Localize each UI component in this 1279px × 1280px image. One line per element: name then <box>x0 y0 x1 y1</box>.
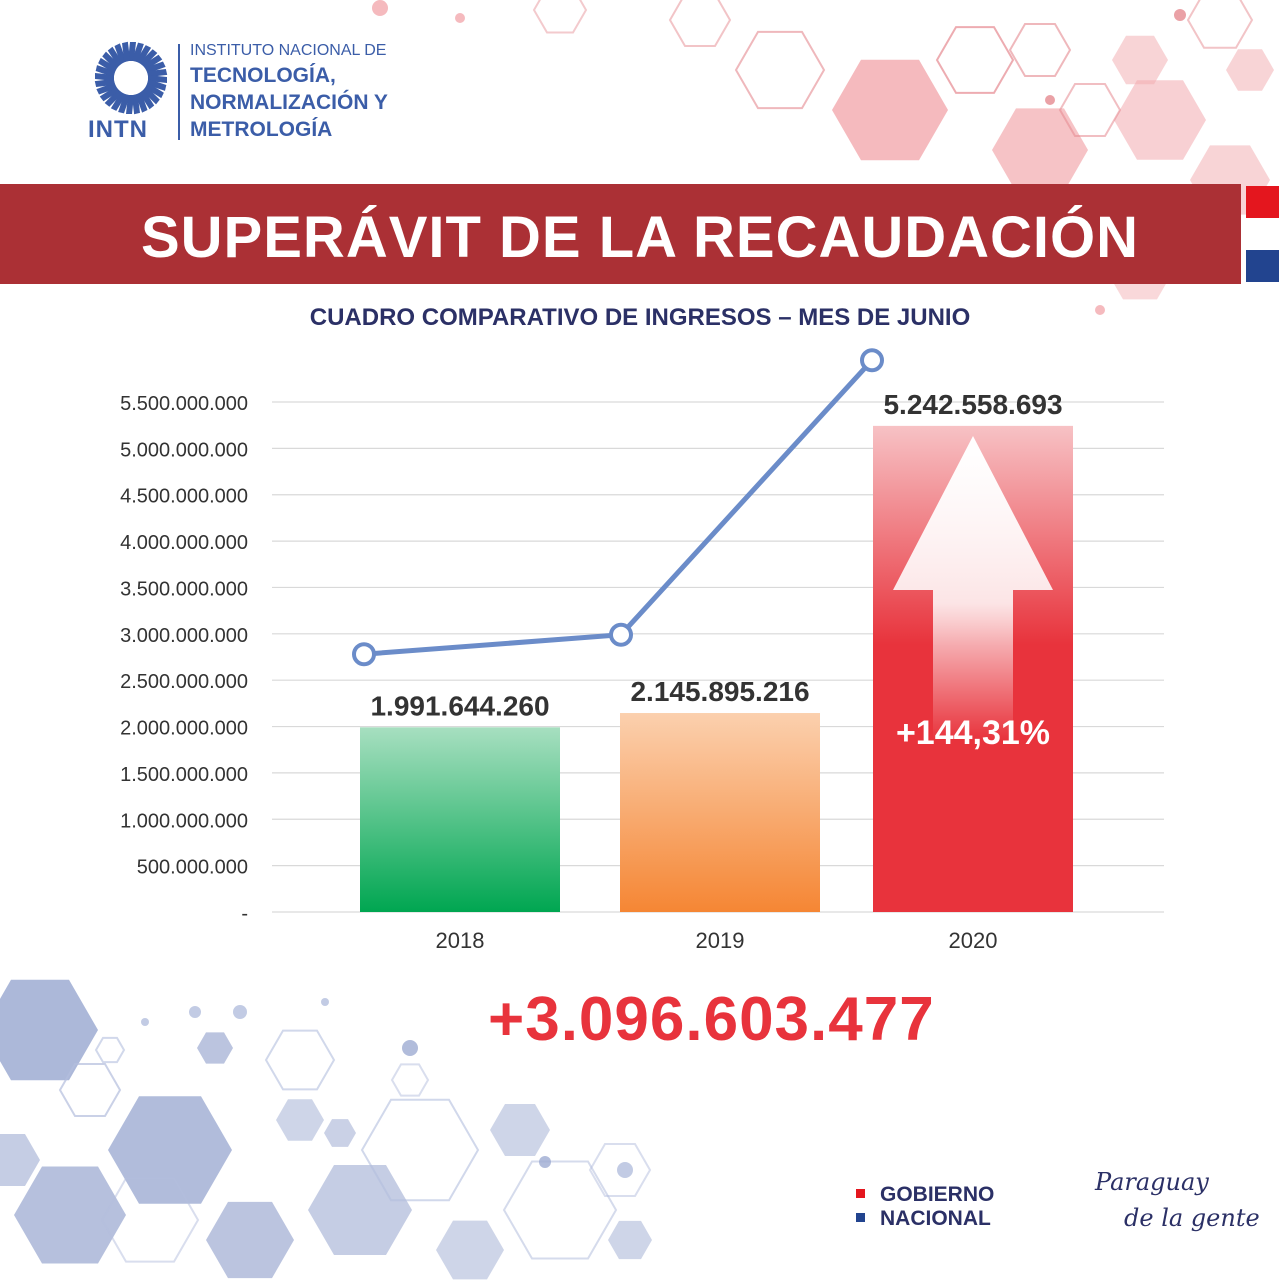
title-banner <box>0 184 1241 284</box>
revenue-difference: +3.096.603.477 <box>488 985 935 1054</box>
slogan-line2: de la gente <box>1124 1204 1260 1232</box>
logo-text-line2: TECNOLOGÍA, <box>190 64 336 87</box>
flag-stripe-white <box>1246 218 1279 250</box>
percent-increase-label: +144,31% <box>896 714 1050 752</box>
value-label: 2.145.895.216 <box>630 676 809 707</box>
y-tick-label: 500.000.000 <box>137 857 248 879</box>
y-tick-label: 1.000.000.000 <box>120 810 248 832</box>
logo-divider <box>178 44 180 140</box>
y-tick-label: 2.000.000.000 <box>120 718 248 740</box>
y-tick-label: 4.000.000.000 <box>120 532 248 554</box>
gov-text-line2: NACIONAL <box>880 1207 991 1230</box>
trend-point <box>609 622 633 647</box>
value-label: 1.991.644.260 <box>370 690 549 721</box>
blue-square-icon <box>856 1213 865 1222</box>
x-tick-label: 2018 <box>436 928 485 953</box>
flag-stripe-blue <box>1246 250 1279 282</box>
intn-logo-icon <box>94 41 168 115</box>
y-tick-label: 3.500.000.000 <box>120 578 248 600</box>
x-tick-label: 2019 <box>696 928 745 953</box>
y-tick-label: 5.500.000.000 <box>120 393 248 415</box>
y-tick-label: 4.500.000.000 <box>120 486 248 508</box>
up-arrow-icon <box>893 436 1053 740</box>
banner-title: SUPERÁVIT DE LA RECAUDACIÓN <box>140 205 1140 270</box>
trend-line <box>363 358 874 657</box>
y-tick-label: 1.500.000.000 <box>120 764 248 786</box>
chart-title: CUADRO COMPARATIVO DE INGRESOS – MES DE … <box>309 304 971 331</box>
logo-text-line4: METROLOGÍA <box>190 118 333 141</box>
bar-2019 <box>620 713 820 912</box>
gov-text-line1: GOBIERNO <box>880 1183 995 1206</box>
trend-point <box>352 642 376 667</box>
value-label: 5.242.558.693 <box>883 389 1062 420</box>
y-tick-label: 2.500.000.000 <box>120 671 248 693</box>
logo-abbreviation: INTN <box>88 116 148 143</box>
red-square-icon <box>856 1189 865 1198</box>
bar-2018 <box>360 727 560 912</box>
trend-point <box>860 348 884 373</box>
y-tick-label: 3.000.000.000 <box>120 625 248 647</box>
logo-text-line1: INSTITUTO NACIONAL DE <box>190 42 387 59</box>
logo-text-line3: NORMALIZACIÓN Y <box>190 91 388 114</box>
flag-stripe-red <box>1246 186 1279 218</box>
y-tick-label: 5.000.000.000 <box>120 439 248 461</box>
paraguay-flag-icon <box>1246 186 1279 282</box>
slogan-line1: Paraguay <box>1095 1168 1209 1196</box>
x-tick-label: 2020 <box>949 928 998 953</box>
y-tick-label: - <box>241 903 248 925</box>
